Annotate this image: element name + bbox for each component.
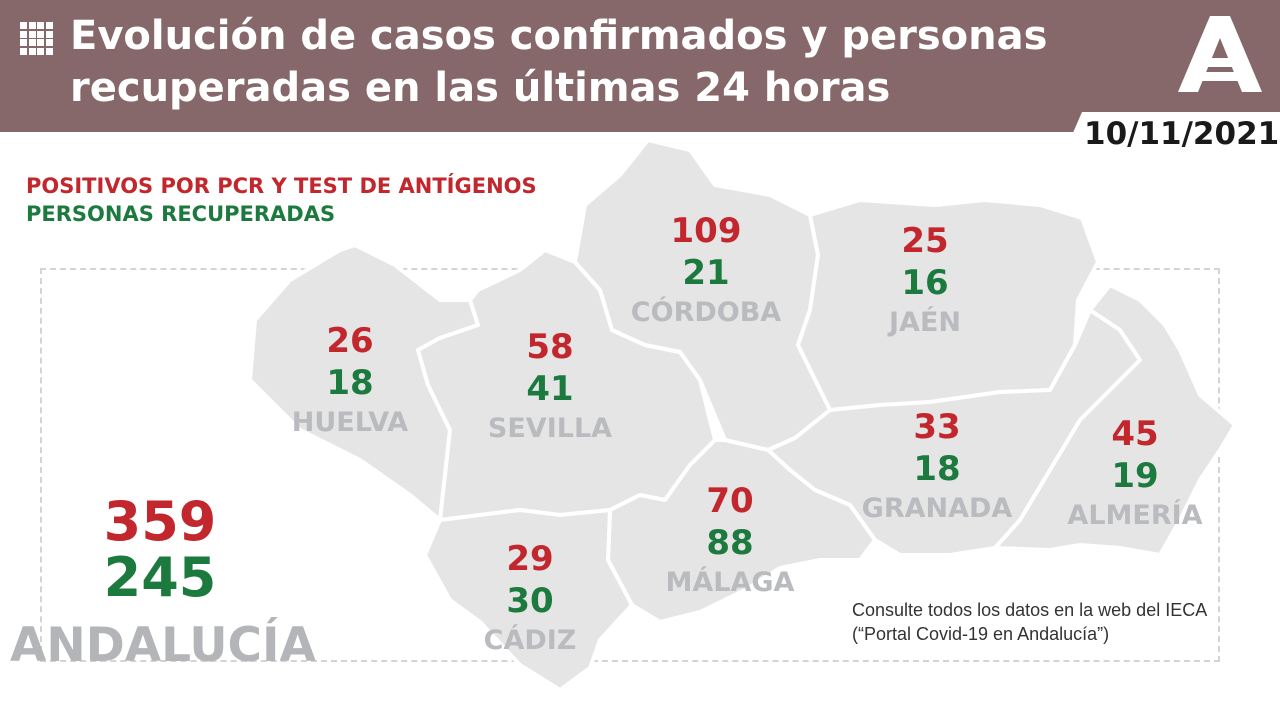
map-almeria xyxy=(993,283,1237,557)
recovered-count: 18 xyxy=(326,363,374,403)
recovered-count: 16 xyxy=(901,263,949,303)
province-name: HUELVA xyxy=(291,407,409,438)
province-malaga: 70 88 MÁLAGA xyxy=(640,480,820,600)
province-name: ALMERÍA xyxy=(1067,500,1203,531)
header-banner: Evolución de casos confirmados y persona… xyxy=(0,0,1280,132)
recovered-count: 41 xyxy=(526,369,574,409)
recovered-count: 19 xyxy=(1111,456,1159,496)
province-cadiz: 29 30 CÁDIZ xyxy=(450,538,610,658)
date-tab xyxy=(1062,112,1280,158)
province-granada: 33 18 GRANADA xyxy=(842,406,1032,526)
province-cordoba: 109 21 CÓRDOBA xyxy=(608,210,804,330)
page-title: Evolución de casos confirmados y persona… xyxy=(70,13,1048,111)
province-name: GRANADA xyxy=(861,493,1013,524)
region-name: ANDALUCÍA xyxy=(10,618,316,673)
province-sevilla: 58 41 SEVILLA xyxy=(450,326,650,446)
grid-icon xyxy=(20,22,53,55)
positives-count: 109 xyxy=(670,211,742,251)
province-almeria: 45 19 ALMERÍA xyxy=(1040,413,1230,533)
map-cadiz xyxy=(423,508,634,692)
positives-count: 29 xyxy=(506,539,554,579)
positives-count: 33 xyxy=(913,407,961,447)
province-name: MÁLAGA xyxy=(665,567,795,598)
junta-andalucia-logo-icon xyxy=(1178,16,1262,92)
recovered-count: 88 xyxy=(706,523,754,563)
province-name: CÁDIZ xyxy=(483,625,577,656)
recovered-count: 30 xyxy=(506,581,554,621)
positives-count: 70 xyxy=(706,481,754,521)
province-name: CÓRDOBA xyxy=(630,297,782,328)
legend-recovered: PERSONAS RECUPERADAS xyxy=(26,202,336,226)
province-huelva: 26 18 HUELVA xyxy=(260,320,440,440)
province-name: JAÉN xyxy=(889,307,961,338)
andalucia-total: 359 245 ANDALUCÍA xyxy=(10,490,316,676)
recovered-count: 21 xyxy=(682,253,730,293)
report-date: 10/11/2021 xyxy=(1084,116,1280,152)
province-name: SEVILLA xyxy=(487,413,613,444)
ieca-note: Consulte todos los datos en la web del I… xyxy=(852,600,1207,644)
total-positives: 359 xyxy=(103,490,217,553)
positives-count: 26 xyxy=(326,321,374,361)
map-malaga xyxy=(606,438,877,624)
positives-count: 25 xyxy=(901,221,949,261)
recovered-count: 18 xyxy=(913,449,961,489)
positives-count: 58 xyxy=(526,327,574,367)
province-jaen: 25 16 JAÉN xyxy=(850,220,1000,340)
legend-positives: POSITIVOS POR PCR Y TEST DE ANTÍGENOS xyxy=(26,174,537,198)
positives-count: 45 xyxy=(1111,414,1159,454)
total-recovered: 245 xyxy=(103,546,217,609)
